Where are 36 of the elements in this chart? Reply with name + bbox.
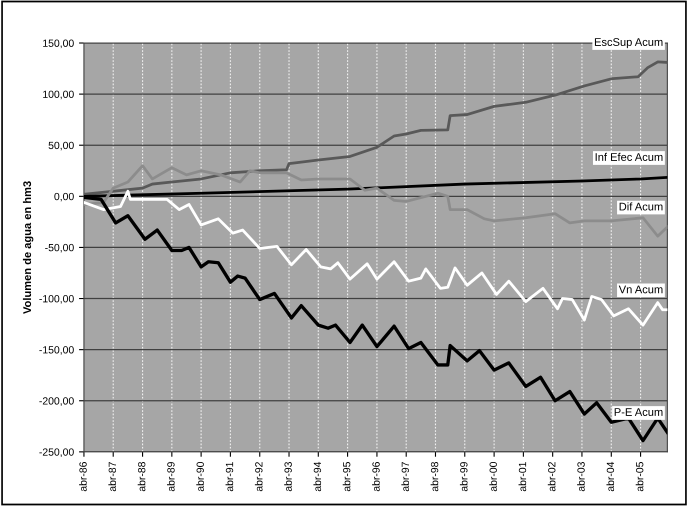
y-tick-label: 0,00 (54, 192, 74, 202)
y-tick-label: 150,00 (43, 40, 74, 48)
series-label: EscSup Acum (594, 38, 662, 48)
x-tick-label: abr-90 (196, 462, 204, 492)
x-tick-label: abr-04 (606, 462, 614, 492)
x-tick-label: abr-02 (548, 462, 556, 492)
x-tick-label: abr-96 (372, 462, 380, 492)
x-tick-label: abr-88 (138, 462, 146, 492)
y-tick-label: -100,00 (39, 295, 74, 304)
y-tick-label: -150,00 (39, 346, 74, 355)
x-tick-label: abr-92 (254, 462, 263, 492)
x-tick-label: abr-95 (342, 462, 350, 492)
x-tick-label: abr-05 (636, 462, 644, 492)
series-label: P-E Acum (614, 408, 662, 416)
x-tick-label: abr-00 (489, 462, 497, 492)
x-tick-label: abr-87 (108, 462, 116, 492)
y-tick-label: -50,00 (45, 244, 74, 253)
y-tick-label: 100,00 (43, 90, 74, 100)
series-label: Inf Efec Acum (596, 152, 662, 161)
x-tick-label: abr-99 (460, 462, 468, 492)
y-tick-label: 50,00 (48, 142, 74, 150)
x-tick-label: abr-97 (401, 462, 410, 492)
x-tick-label: abr-86 (79, 462, 87, 492)
x-tick-label: abr-91 (226, 462, 234, 492)
y-tick-label: -250,00 (39, 448, 74, 457)
x-tick-label: abr-98 (430, 462, 438, 492)
line-series (84, 190, 668, 327)
series-label: Vn Acum (618, 286, 662, 294)
x-tick-label: abr-93 (284, 462, 292, 492)
x-tick-label: abr-03 (577, 462, 585, 492)
series-label: Dif Acum (620, 202, 662, 211)
x-tick-label: abr-94 (313, 462, 322, 492)
y-axis-title: Volumen de agua en hm3 (22, 181, 34, 314)
y-tick-label: -200,00 (39, 397, 74, 406)
x-tick-label: abr-89 (166, 462, 175, 492)
x-tick-label: abr-01 (518, 462, 526, 492)
